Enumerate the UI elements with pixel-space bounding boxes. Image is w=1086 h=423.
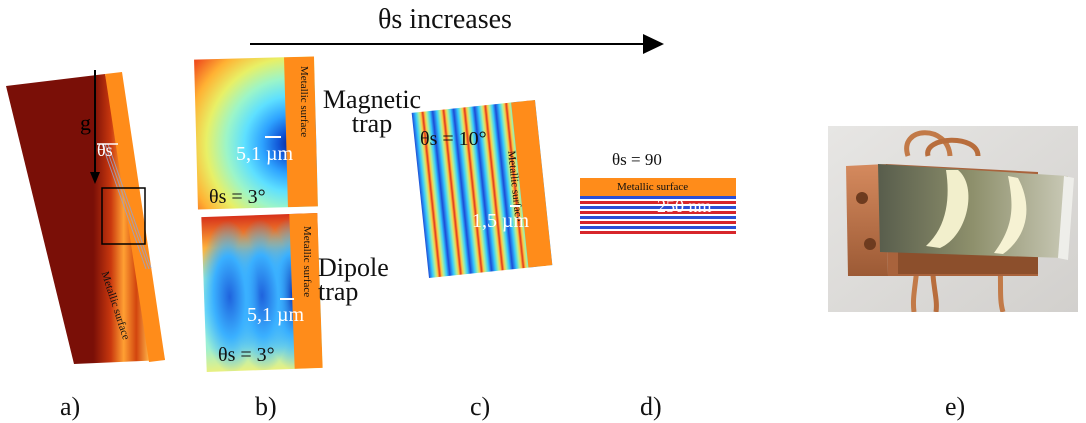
- interference-lines: [101, 143, 152, 270]
- theta-increases-label: θs increases: [378, 4, 512, 35]
- chip-photo: [828, 126, 1078, 312]
- metallic-surface-strip: [580, 178, 736, 196]
- panel-d-surface-label: Metallic surface: [617, 181, 689, 193]
- magnetic-surface-label: Metallic surface: [298, 66, 310, 138]
- field-map: [6, 74, 165, 364]
- fringe-stripes: [580, 196, 736, 236]
- panel-a-angle-label: θs: [97, 140, 113, 160]
- panel-c-map: [411, 99, 553, 279]
- dipole-scale-label: 5,1 µm: [247, 304, 305, 326]
- panel-b-label: b): [255, 392, 277, 421]
- increase-arrow-icon: [250, 34, 664, 54]
- panel-a-simulation: [6, 70, 165, 364]
- panel-a-label: a): [60, 392, 81, 421]
- magnetic-trap-caption: Magnetic trap: [322, 85, 422, 138]
- panel-c-scale-label: 1,5 µm: [472, 210, 530, 232]
- panel-d-scale-label: 250 nm: [657, 196, 712, 216]
- panel-c-angle-label: θs = 10°: [420, 128, 487, 150]
- panel-d-angle-label: θs = 90: [612, 150, 662, 169]
- panel-d-label: d): [640, 392, 662, 421]
- panel-c-label: c): [470, 392, 491, 421]
- panel-d-map: [580, 178, 736, 236]
- dipole-surface-label: Metallic surface: [301, 226, 313, 298]
- gravity-label: g: [80, 110, 91, 135]
- dipole-trap-caption: Dipole trap: [318, 253, 389, 306]
- magnetic-scale-label: 5,1 µm: [236, 143, 294, 165]
- magnetic-angle-label: θs = 3°: [209, 186, 266, 208]
- magnetic-scale-bar: [265, 136, 281, 138]
- panel-c-scale-bar: [510, 205, 520, 207]
- dipole-angle-label: θs = 3°: [218, 344, 275, 366]
- metallic-surface-strip: [105, 72, 165, 362]
- zoom-box: [101, 187, 146, 245]
- dipole-scale-bar: [280, 298, 294, 300]
- panel-e-label: e): [945, 392, 966, 421]
